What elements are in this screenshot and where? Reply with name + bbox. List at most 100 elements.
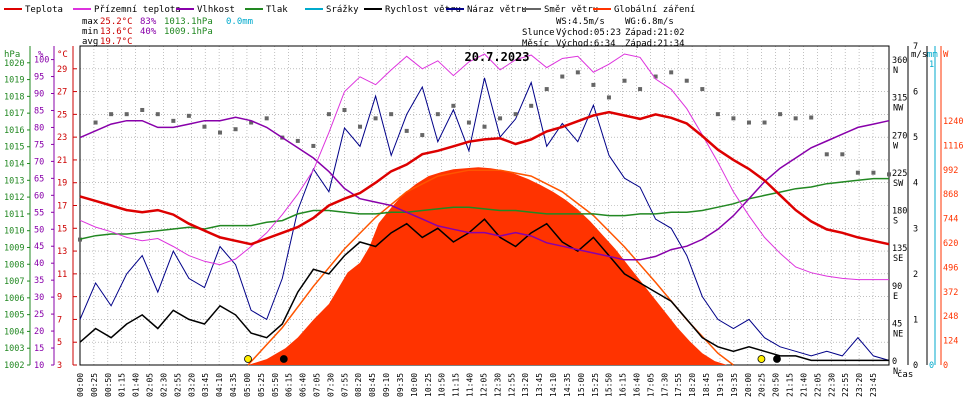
series-solar-radiation (80, 167, 889, 365)
tick-x-31: 12:55 (507, 373, 516, 397)
direction-point-36 (638, 87, 643, 92)
tick-humidity-5: 75 (34, 140, 44, 150)
direction-point-23 (435, 112, 440, 117)
tick-humidity-1: 95 (34, 73, 44, 83)
direction-point-3 (124, 112, 129, 117)
unit-hpa: hPa (4, 50, 20, 60)
direction-point-42 (731, 116, 736, 121)
direction-point-33 (591, 82, 596, 87)
direction-point-32 (575, 70, 580, 75)
legend-label-5: Rychlost větru (385, 5, 461, 15)
tick-temperature-13: 3 (57, 361, 62, 371)
tick-x-2: 00:50 (104, 373, 113, 397)
tick-x-40: 16:40 (632, 373, 641, 397)
unit-pct: % (38, 50, 44, 60)
tick-direction-dir-3: SW (893, 179, 904, 189)
direction-point-15 (311, 143, 316, 148)
tick-x-25: 10:25 (424, 373, 433, 397)
series-humidity (79, 116, 890, 261)
tick-radiation-4: 744 (943, 215, 958, 225)
tick-humidity-10: 50 (34, 225, 44, 235)
stat-2-0: avg (82, 37, 98, 47)
stat-1-1: 13.6°C (100, 27, 133, 37)
stat-0-3: 1013.1hPa (164, 17, 213, 27)
direction-point-41 (715, 112, 720, 117)
legend-label-4: Srážky (326, 5, 359, 15)
direction-point-26 (482, 124, 487, 129)
direction-point-30 (544, 87, 549, 92)
tick-windspeed-0: 7 (913, 42, 918, 52)
tick-direction-dir-2: W (893, 141, 899, 151)
unit-ms: m/s (911, 50, 927, 60)
direction-point-48 (824, 152, 829, 157)
stat-1-2: 40% (140, 27, 157, 37)
tick-radiation-6: 496 (943, 263, 958, 273)
series-temperature (79, 110, 890, 246)
direction-point-22 (420, 133, 425, 138)
wind-speed-info: WS:4.5m/s (556, 17, 605, 27)
direction-point-9 (218, 130, 223, 135)
direction-point-47 (809, 115, 814, 120)
direction-point-49 (840, 152, 845, 157)
tick-x-27: 11:15 (452, 373, 461, 397)
tick-radiation-7: 372 (943, 288, 958, 298)
tick-direction-deg-6: 90 (892, 282, 902, 292)
tick-x-17: 07:05 (313, 373, 322, 397)
tick-radiation-1: 1116 (943, 141, 963, 151)
tick-direction-dir-4: S (893, 217, 898, 227)
tick-temperature-5: 19 (57, 179, 67, 189)
tick-direction-deg-8: 0 (892, 357, 897, 367)
sun-label: Slunce (522, 28, 555, 38)
direction-point-11 (249, 120, 254, 125)
tick-x-33: 13:45 (535, 373, 544, 397)
direction-point-2 (109, 112, 114, 117)
direction-point-37 (653, 74, 658, 79)
unit-temp: °C (57, 50, 68, 60)
direction-point-4 (140, 107, 145, 112)
tick-windspeed-3: 4 (913, 179, 918, 189)
tick-x-24: 10:00 (410, 373, 419, 397)
legend-label-1: Přízemní teplota (94, 5, 181, 15)
sun-rise: Východ:05:23 (556, 28, 621, 38)
direction-point-40 (700, 87, 705, 92)
tick-humidity-2: 90 (34, 90, 44, 100)
tick-x-49: 20:25 (758, 373, 767, 397)
tick-x-16: 06:40 (299, 373, 308, 397)
x-axis-label: čas (897, 369, 913, 380)
tick-windspeed-1: 6 (913, 88, 918, 98)
tick-x-28: 11:40 (466, 373, 475, 397)
tick-x-47: 19:35 (730, 373, 739, 397)
tick-x-6: 02:30 (159, 373, 168, 397)
direction-point-7 (186, 113, 191, 118)
series-solar-envelope (247, 169, 734, 366)
axes: hPa% °C m/s mm W1020101910181017101610151014… (4, 42, 963, 397)
direction-point-8 (202, 124, 207, 129)
legend-label-6: Náraz větru (467, 5, 527, 15)
tick-x-8: 03:20 (187, 373, 196, 397)
tick-pressure-8: 1012 (4, 193, 24, 203)
tick-humidity-12: 40 (34, 259, 44, 269)
tick-temperature-11: 7 (57, 315, 62, 325)
tick-radiation-3: 868 (943, 190, 958, 200)
legend-label-0: Teplota (25, 5, 63, 15)
legend-label-3: Tlak (266, 5, 288, 15)
tick-x-0: 00:00 (76, 373, 85, 397)
direction-point-46 (793, 116, 798, 121)
chart-title: 20.7.2023 (464, 50, 529, 64)
sun-moon-info: WS:4.5m/s WG:6.8m/s Slunce Východ:05:23 Zápa… (522, 17, 685, 49)
tick-temperature-0: 29 (57, 65, 67, 75)
tick-x-36: 15:00 (577, 373, 586, 397)
tick-pressure-7: 1013 (4, 176, 24, 186)
tick-direction-dir-6: E (893, 292, 898, 302)
series-ground-temp (79, 53, 889, 281)
moonset-marker (773, 355, 781, 363)
tick-x-57: 23:45 (869, 373, 878, 397)
tick-direction-deg-0: 360 (892, 56, 907, 66)
tick-radiation-0: 1240 (943, 117, 963, 127)
tick-temperature-2: 25 (57, 110, 67, 120)
tick-x-14: 05:50 (271, 373, 280, 397)
direction-point-5 (155, 112, 160, 117)
tick-radiation-9: 124 (943, 337, 958, 347)
tick-x-46: 19:10 (716, 373, 725, 397)
